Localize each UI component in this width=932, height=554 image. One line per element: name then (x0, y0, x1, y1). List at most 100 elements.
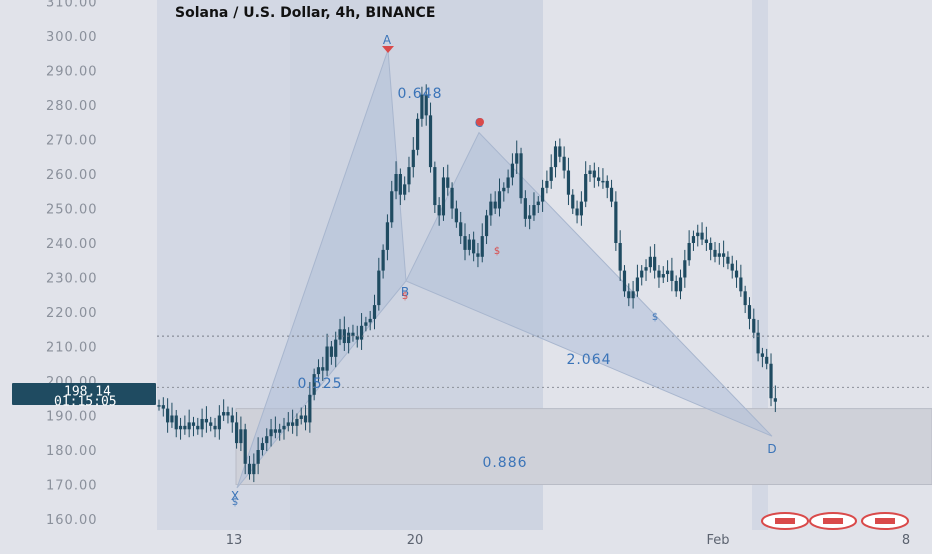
candle (325, 333, 329, 377)
candle-body (463, 236, 467, 250)
candle (260, 437, 265, 456)
candle-body (722, 253, 726, 257)
candle-body (403, 184, 407, 195)
current-price-badge[interactable]: 198.14 01:15:05 (12, 383, 156, 410)
candle (739, 264, 743, 297)
candle-body (269, 429, 273, 437)
candle (170, 402, 174, 428)
candle (252, 453, 256, 483)
candle (394, 161, 398, 200)
candle (545, 170, 549, 194)
candle (730, 255, 734, 279)
candle-body (183, 425, 187, 430)
candle (364, 316, 368, 332)
candle (191, 416, 196, 437)
candle-body (385, 222, 390, 250)
y-tick-label: 230.00 (46, 272, 98, 287)
candle-body (433, 167, 437, 206)
pattern-point-label: X (231, 489, 239, 503)
candle (683, 249, 687, 288)
candle (657, 265, 661, 288)
candle-body (308, 394, 312, 423)
candle-body (726, 256, 730, 264)
candle-body (674, 280, 678, 292)
candle (506, 169, 510, 194)
candle-body (316, 367, 321, 375)
candle-body (450, 187, 454, 209)
candle (618, 230, 622, 281)
candle (265, 428, 269, 452)
candle-body (286, 422, 290, 426)
candle-body (678, 277, 683, 292)
candle-body (545, 180, 549, 188)
candle-body (420, 94, 424, 119)
candle (472, 231, 476, 262)
candle (644, 259, 648, 281)
candle (338, 318, 342, 346)
candle (722, 240, 726, 268)
candle-body (515, 153, 519, 164)
candle-body (247, 463, 252, 475)
candle (597, 167, 601, 187)
pattern-triangle-xab (236, 49, 407, 489)
candle-body (597, 177, 601, 181)
candle (411, 137, 415, 178)
flag-event-stripe (875, 518, 895, 524)
candle (428, 102, 433, 173)
candle-body (166, 408, 170, 423)
candle-body (476, 253, 480, 257)
event-dot-icon (476, 118, 484, 126)
candle (696, 224, 700, 247)
candle-body (351, 332, 355, 337)
countdown-label: 01:15:05 (54, 395, 117, 410)
candle-body (691, 236, 696, 243)
candle (196, 417, 200, 435)
candle (665, 260, 670, 282)
candle (446, 164, 450, 196)
candle (424, 84, 428, 126)
candle (532, 192, 536, 221)
candle-body (329, 346, 333, 357)
candle (566, 157, 571, 206)
flag-event-stripe (823, 518, 843, 524)
shaded-region (752, 0, 768, 530)
candle (398, 168, 402, 206)
candle (222, 399, 226, 422)
candle (467, 234, 471, 256)
candle-body (170, 415, 174, 423)
candle-body (265, 436, 269, 444)
candle (403, 176, 407, 201)
candle (256, 437, 260, 475)
candle (726, 251, 730, 270)
candle (497, 178, 502, 217)
candle (385, 214, 390, 261)
candle-body (321, 367, 325, 371)
y-tick-label: 260.00 (46, 168, 98, 183)
candle (579, 191, 583, 226)
candle-body (635, 277, 640, 292)
candle (631, 280, 635, 309)
candle-body (295, 418, 299, 426)
candle-body (765, 356, 769, 364)
candle (342, 316, 346, 351)
candle (178, 417, 183, 440)
candle (558, 138, 562, 163)
fib-ratio-label: 0.648 (397, 86, 442, 102)
candle (575, 200, 579, 224)
candle-body (459, 222, 463, 237)
candle-body (196, 425, 200, 430)
candle (717, 243, 721, 265)
candle-body (532, 205, 536, 216)
candle (700, 222, 704, 246)
candle-body (562, 156, 566, 171)
candle-body (519, 153, 523, 199)
candle (709, 237, 713, 261)
candle (502, 182, 506, 202)
fib-ratio-label: 0.886 (482, 455, 527, 471)
candle-body (252, 463, 256, 475)
candle (174, 409, 178, 438)
candle (308, 382, 312, 433)
candle-body (575, 208, 579, 216)
